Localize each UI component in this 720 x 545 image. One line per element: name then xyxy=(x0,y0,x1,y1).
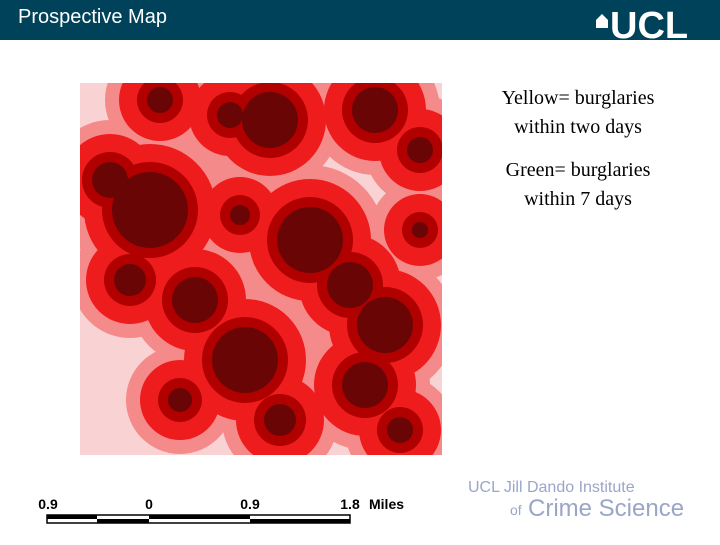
heat-blob xyxy=(147,87,173,113)
heat-blob xyxy=(114,264,146,296)
slide-title: Prospective Map xyxy=(18,6,167,28)
heat-blob xyxy=(212,327,278,393)
scale-bar: 0.9 0 0.9 1.8 Miles xyxy=(38,496,404,524)
heat-blob xyxy=(327,262,373,308)
legend-text: within two days xyxy=(514,116,642,138)
heat-blob xyxy=(357,297,413,353)
heat-blob xyxy=(217,102,243,128)
heat-blob xyxy=(230,205,250,225)
footer-line: UCL Jill Dando Institute xyxy=(468,479,635,496)
heat-blob xyxy=(92,162,128,198)
legend-text: Green= burglaries xyxy=(506,159,651,181)
legend-text: Yellow= burglaries xyxy=(502,87,655,109)
heat-blob xyxy=(264,404,296,436)
heat-blob xyxy=(352,87,398,133)
scale-unit: Miles xyxy=(369,496,404,512)
heat-blob xyxy=(168,388,192,412)
heat-blob xyxy=(412,222,428,238)
heat-blob xyxy=(242,92,298,148)
footer-line: Crime Science xyxy=(528,495,684,522)
heat-map xyxy=(80,83,442,455)
scale-label: 0 xyxy=(145,496,153,512)
heat-blob xyxy=(387,417,413,443)
scale-label: 1.8 xyxy=(340,496,360,512)
footer-prefix: of xyxy=(510,502,522,518)
scale-label: 0.9 xyxy=(240,496,260,512)
logo: UCL xyxy=(610,5,688,47)
heat-blob xyxy=(172,277,218,323)
heat-blob xyxy=(112,172,188,248)
heat-blob xyxy=(407,137,433,163)
legend-text: within 7 days xyxy=(524,188,632,210)
logo-icon xyxy=(596,14,608,28)
heat-blob xyxy=(342,362,388,408)
scale-label: 0.9 xyxy=(38,496,58,512)
legend: Yellow= burglaries within two days Green… xyxy=(502,87,655,210)
heat-blob xyxy=(277,207,343,273)
footer-logo: UCL Jill Dando Institute of Crime Scienc… xyxy=(468,479,684,522)
